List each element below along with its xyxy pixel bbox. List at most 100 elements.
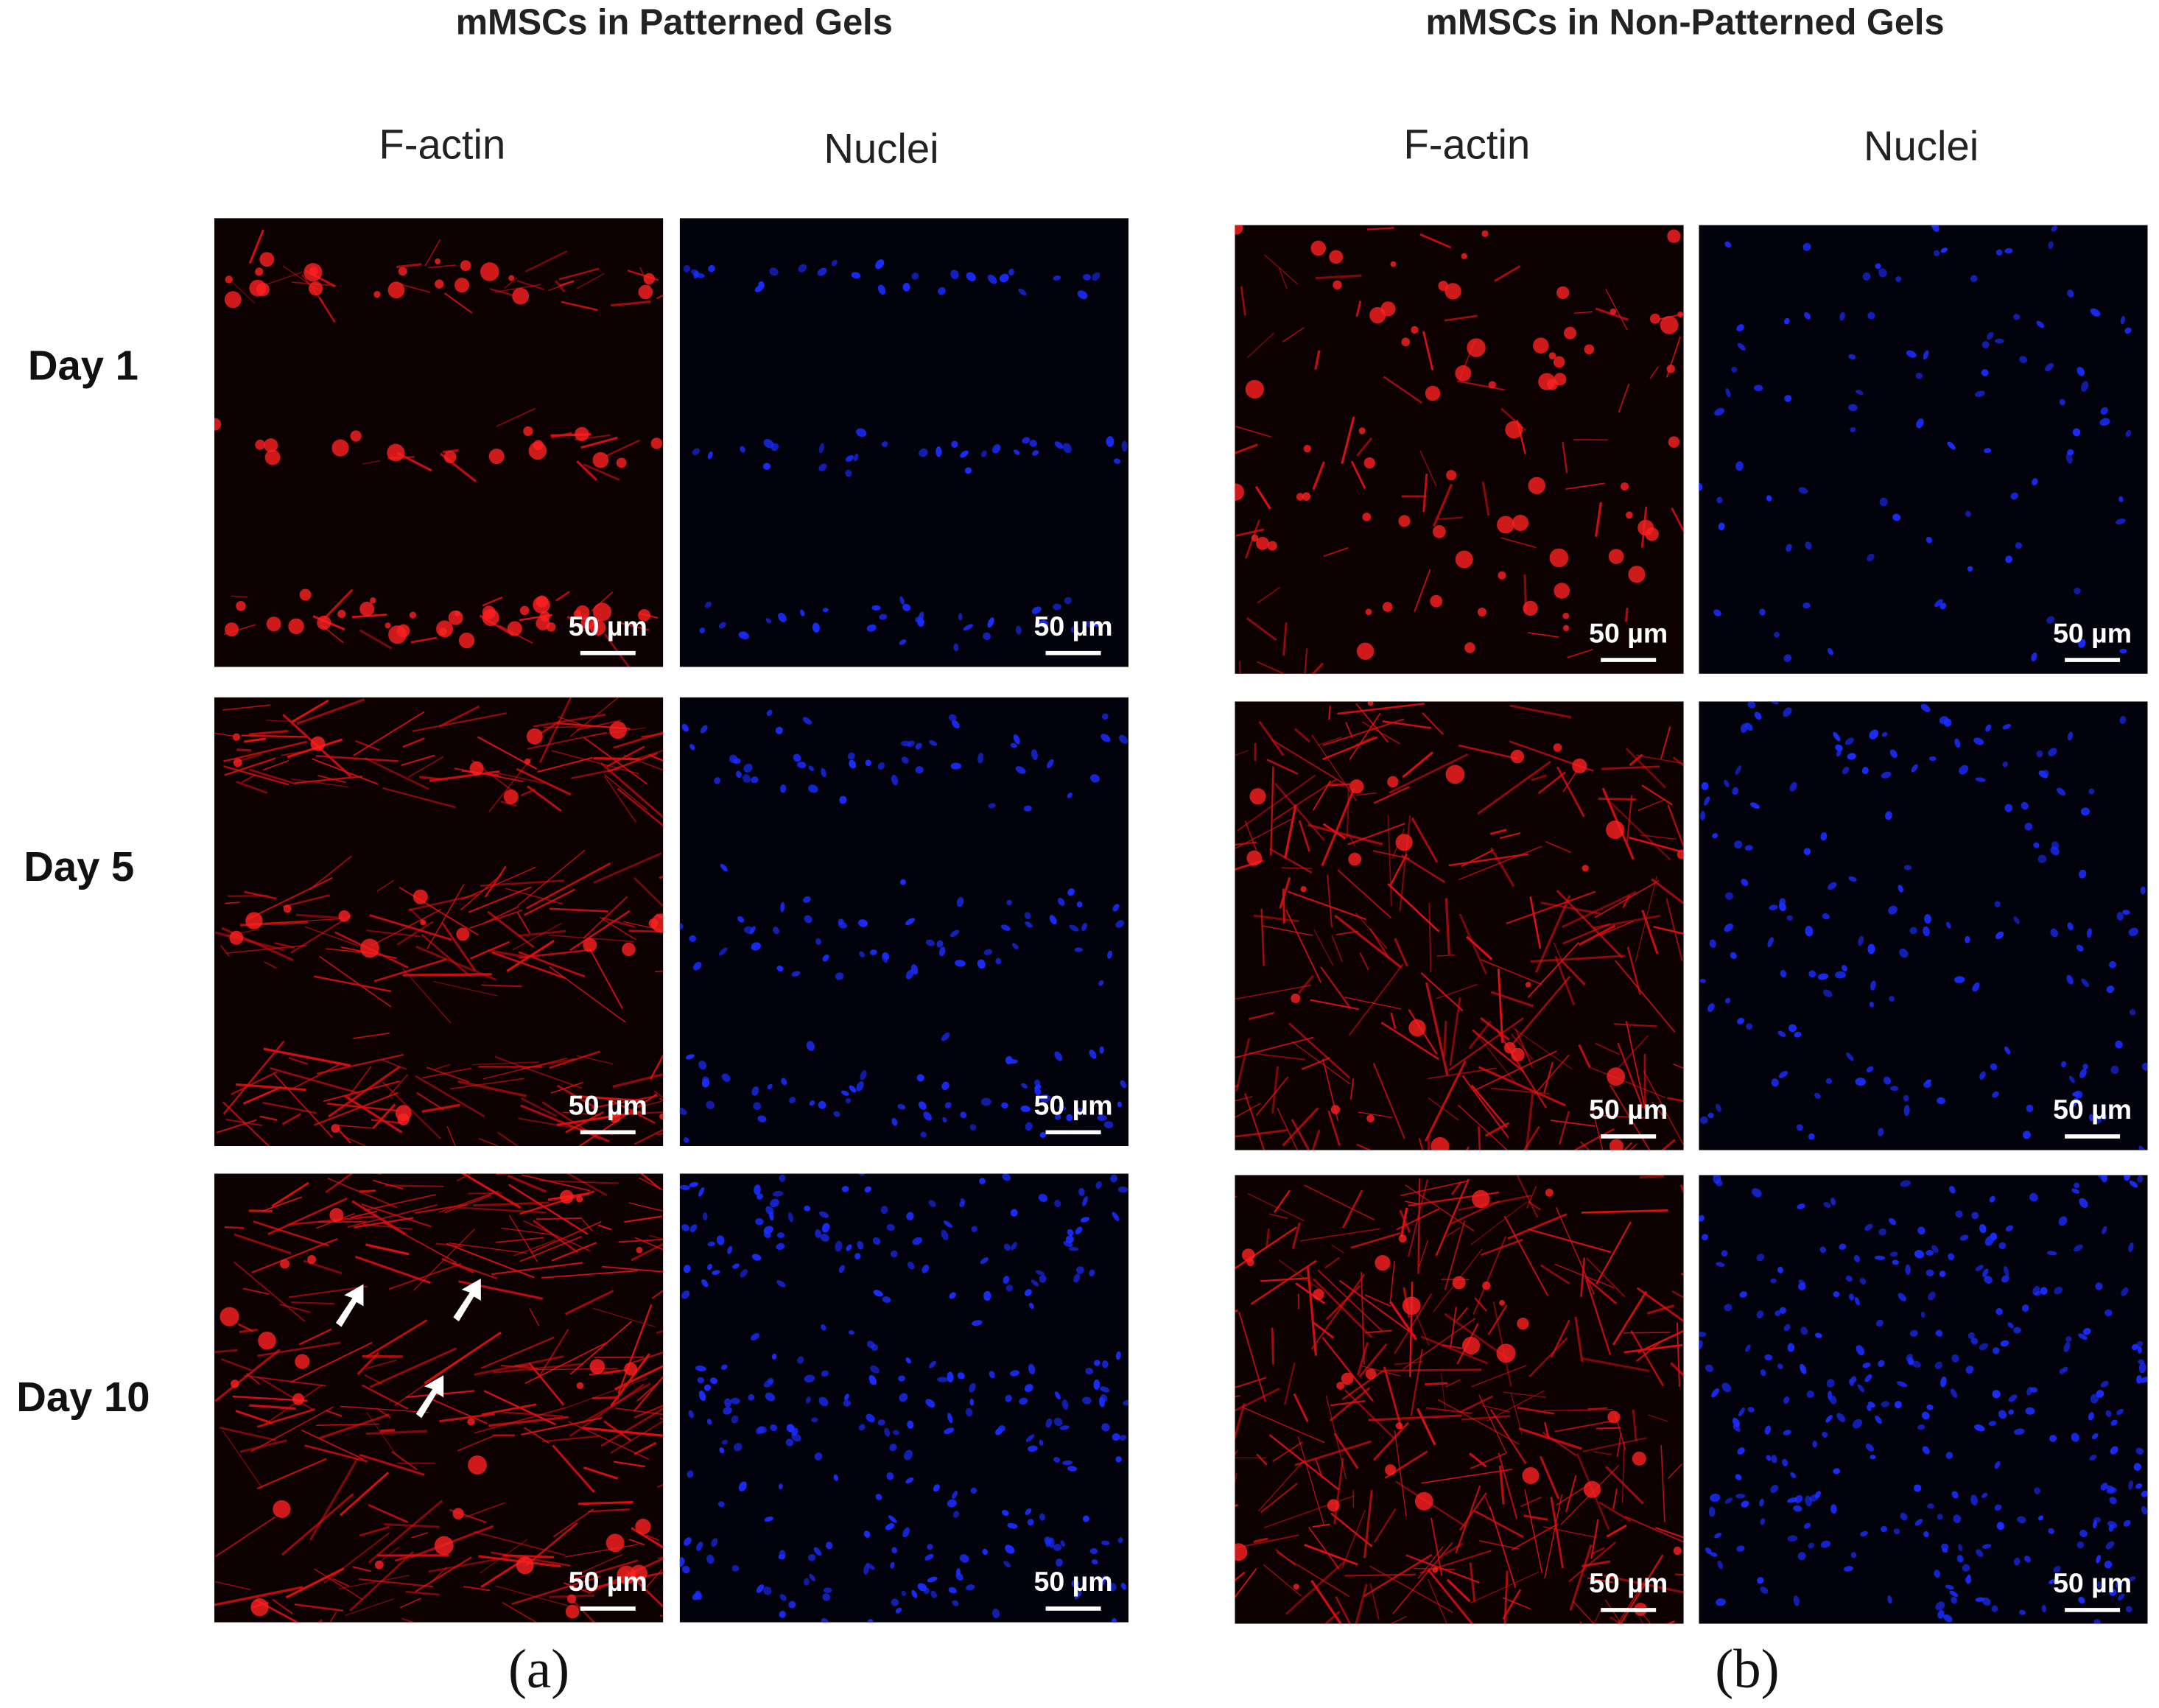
nucleus (798, 264, 807, 273)
nucleus (1855, 1078, 1867, 1086)
fiber (438, 705, 480, 728)
fiber (1481, 1405, 1510, 1413)
fiber (343, 1135, 368, 1146)
fiber (394, 1553, 415, 1562)
nucleus (905, 969, 914, 980)
nucleus (1907, 1357, 1914, 1366)
nucleus (982, 1548, 988, 1556)
nucleus (1054, 441, 1064, 449)
fiber (1573, 311, 1593, 314)
nucleus (705, 601, 712, 608)
fiber (1618, 383, 1630, 413)
nucleus (1954, 976, 1965, 983)
fiber (347, 1066, 372, 1098)
nucleus (891, 774, 899, 786)
fiber (1421, 711, 1444, 736)
nucleus (2002, 724, 2012, 730)
fiber (609, 1630, 632, 1639)
fiber (399, 1598, 421, 1609)
nucleus (847, 752, 855, 760)
nucleus (941, 1229, 949, 1240)
nucleus (937, 1377, 948, 1382)
fiber (241, 773, 257, 784)
nucleus (2138, 1363, 2146, 1374)
nucleus (724, 1398, 731, 1407)
nucleus (1732, 1417, 1741, 1427)
nucleus (965, 1407, 973, 1417)
cell (1677, 849, 1684, 860)
fiber (1355, 301, 1362, 317)
nucleus (754, 284, 764, 292)
fiber (1338, 1279, 1416, 1337)
fiber (401, 1617, 416, 1623)
fiber (615, 1407, 664, 1416)
nucleus (1699, 978, 1706, 983)
nucleus (989, 1371, 995, 1379)
fiber (1660, 1139, 1677, 1150)
nucleus (1870, 1455, 1876, 1460)
nucleus (1099, 1396, 1105, 1407)
nucleus (1100, 1155, 1109, 1167)
cell (1256, 536, 1269, 550)
nucleus (1049, 915, 1057, 925)
image-background (1235, 1175, 1684, 1624)
nucleus (2110, 1446, 2118, 1455)
nucleus (1117, 1537, 1123, 1544)
fiber (253, 1220, 329, 1247)
nucleus (802, 717, 812, 725)
micrograph (1235, 1175, 1684, 1624)
cell (1609, 1139, 1623, 1150)
nucleus (2000, 1340, 2009, 1347)
cell (635, 1519, 651, 1535)
fiber (1544, 1494, 1563, 1579)
cell (1572, 758, 1587, 774)
fiber (1425, 1407, 1472, 1414)
nucleus (1867, 312, 1875, 320)
cell (1545, 1188, 1554, 1197)
panel-label: (a) (508, 1639, 569, 1700)
fiber (1344, 1389, 1394, 1439)
fiber (491, 1262, 583, 1276)
fiber (441, 922, 477, 971)
nucleus (770, 1198, 779, 1208)
nucleus (2124, 1175, 2131, 1181)
fiber (1419, 1550, 1492, 1574)
fiber (364, 757, 429, 790)
fiber (1394, 1293, 1433, 1354)
fiber (1444, 1227, 1461, 1239)
fiber (645, 1534, 659, 1542)
column-header: F-actin (1403, 121, 1530, 167)
fiber (1540, 1264, 1570, 1285)
cell (1464, 642, 1475, 653)
fiber (214, 1581, 251, 1590)
nucleus (1947, 441, 1956, 450)
cell (1356, 642, 1375, 660)
fiber (554, 280, 566, 293)
nucleus (2078, 1597, 2085, 1604)
nucleus (2013, 314, 2021, 320)
nucleus (1735, 765, 1742, 776)
column-header: Nuclei (1864, 122, 1979, 169)
fiber (1242, 1406, 1325, 1444)
nucleus (1965, 1366, 1974, 1374)
nucleus (845, 454, 854, 462)
nucleus (952, 1600, 959, 1606)
nucleus (2019, 356, 2028, 364)
fiber (1301, 1057, 1330, 1070)
fiber (1506, 890, 1596, 925)
cell (1341, 1372, 1354, 1385)
fiber (387, 1074, 408, 1098)
nucleus (1117, 1186, 1128, 1193)
fiber (1554, 1420, 1614, 1433)
fiber (279, 1303, 311, 1313)
fiber (1529, 896, 1542, 949)
nucleus (2004, 804, 2013, 812)
nucleus (699, 628, 706, 634)
fiber (1470, 1084, 1508, 1128)
fiber (549, 966, 626, 1023)
fiber (1246, 617, 1277, 642)
fiber (222, 1101, 270, 1146)
fiber (1525, 1092, 1534, 1150)
nucleus (1002, 1173, 1011, 1181)
nucleus (1724, 241, 1732, 248)
